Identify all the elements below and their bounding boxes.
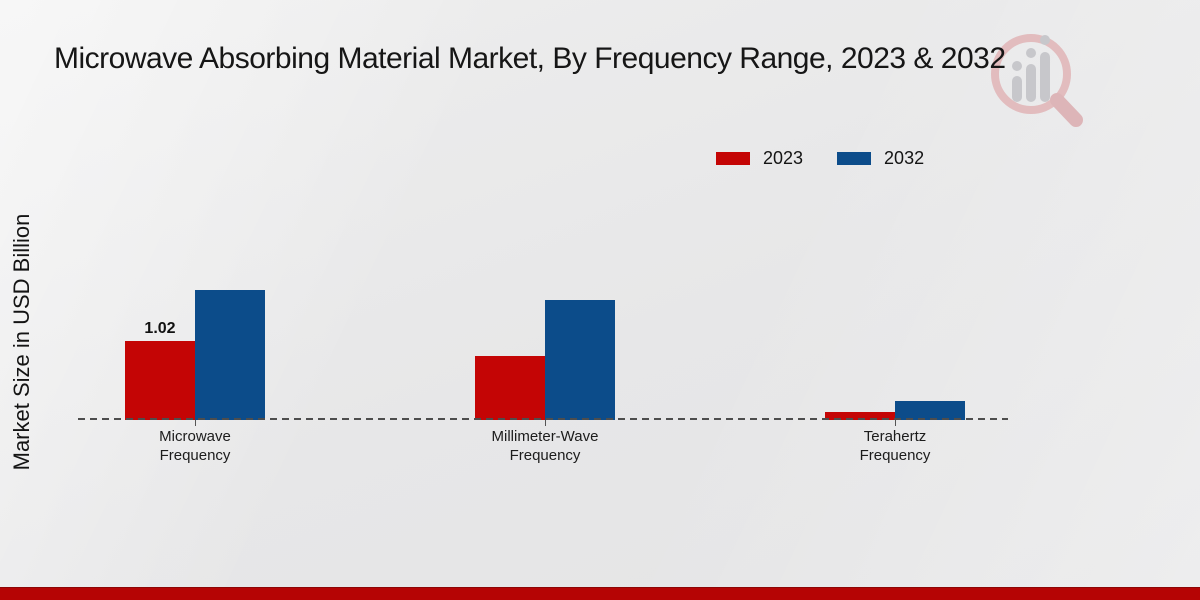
y-axis-label: Market Size in USD Billion — [9, 213, 34, 471]
bar-2032-0 — [195, 289, 265, 420]
legend-swatch-2032 — [837, 152, 872, 165]
bar-2023-0 — [125, 340, 195, 420]
legend-item-2023: 2023 — [716, 148, 803, 169]
chart-title: Microwave Absorbing Material Market, By … — [54, 42, 1006, 75]
bar-value-label: 1.02 — [144, 319, 176, 337]
x-axis-tick — [545, 420, 546, 426]
x-axis-category-label: Millimeter-Wave Frequency — [491, 428, 599, 464]
x-axis-category-label: Terahertz Frequency — [859, 428, 931, 464]
legend-label-2023: 2023 — [763, 148, 804, 168]
legend-label-2032: 2032 — [884, 148, 925, 168]
x-axis-baseline — [78, 418, 1008, 420]
bar-2023-2 — [825, 412, 895, 420]
bar-2032-1 — [545, 299, 615, 420]
footer-band — [0, 587, 1200, 600]
legend-swatch-2023 — [716, 152, 750, 165]
bar-2023-1 — [475, 355, 545, 420]
legend-item-2032: 2032 — [837, 148, 924, 169]
x-axis-tick — [895, 420, 896, 426]
x-axis-category-label: Microwave Frequency — [159, 428, 231, 464]
magnifier-bar-chart-logo-icon — [991, 34, 1083, 127]
x-axis-tick — [195, 420, 196, 426]
bar-2032-2 — [895, 400, 965, 420]
legend: 2023 2032 — [716, 148, 924, 169]
